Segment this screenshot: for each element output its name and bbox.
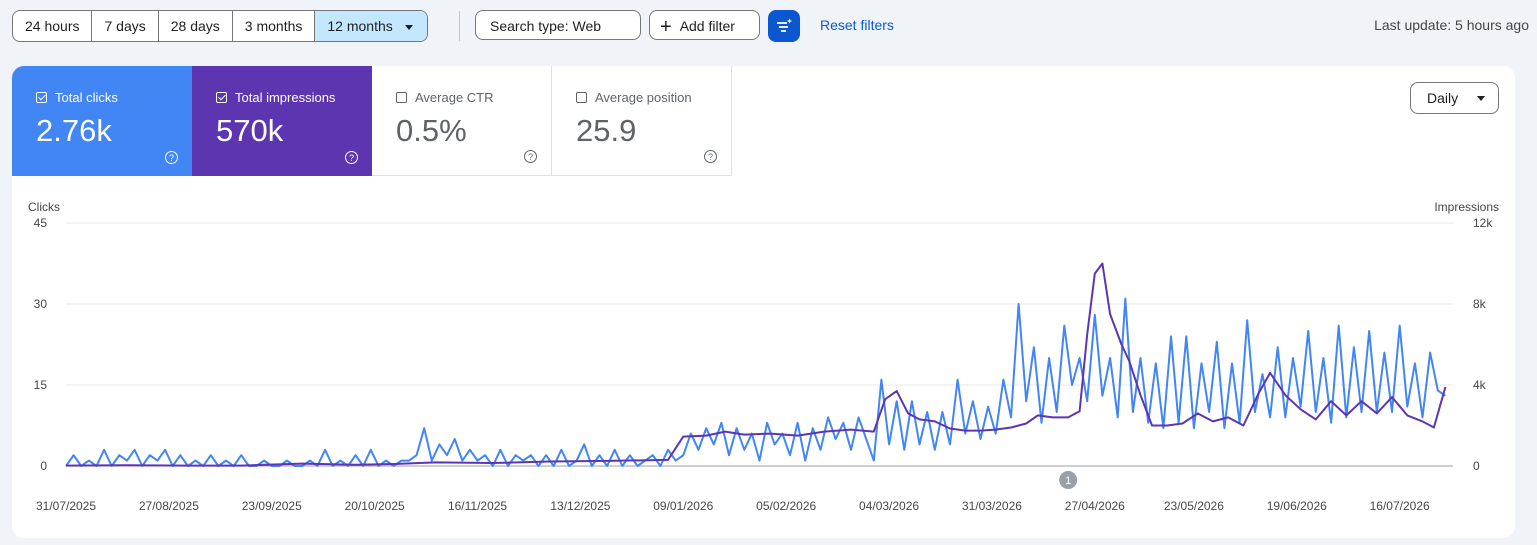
date-range-selector: 24 hours 7 days 28 days 3 months 12 mont… — [12, 10, 428, 42]
annotation-label: 1 — [1065, 475, 1071, 487]
y-tick-left: 30 — [34, 297, 48, 311]
performance-chart: 0 0 15 4k 30 8k 45 12k Clicks Impressions 31/07/20… — [28, 200, 1499, 513]
search-type-dropdown[interactable]: Search type: Web — [475, 10, 641, 40]
metric-label: Average CTR — [415, 90, 494, 105]
granularity-dropdown[interactable]: Daily — [1410, 82, 1499, 114]
checkbox-checked-icon — [216, 92, 227, 103]
range-12-months-label: 12 months — [327, 18, 393, 34]
y-axis-title-left: Clicks — [28, 200, 60, 214]
y-tick-left: 0 — [40, 459, 47, 473]
help-icon[interactable]: ? — [524, 150, 537, 163]
reset-filters-link[interactable]: Reset filters — [820, 17, 894, 33]
add-filter-button[interactable]: + Add filter — [649, 10, 760, 40]
range-28-days[interactable]: 28 days — [159, 11, 233, 41]
x-tick-label: 20/10/2025 — [345, 499, 405, 513]
metric-label: Total clicks — [55, 90, 118, 105]
y-tick-right: 8k — [1473, 297, 1487, 311]
plus-icon: + — [660, 16, 672, 38]
metric-label: Total impressions — [235, 90, 336, 105]
x-tick-label: 16/07/2026 — [1370, 499, 1430, 513]
series-line-clicks — [65, 297, 1446, 467]
metric-total-impressions[interactable]: Total impressions 570k ? — [192, 66, 372, 176]
metric-average-position[interactable]: Average position 25.9 ? — [552, 66, 732, 176]
x-tick-label: 13/12/2025 — [550, 499, 610, 513]
help-icon[interactable]: ? — [704, 150, 717, 163]
y-axis-title-right: Impressions — [1434, 200, 1499, 214]
annotation-marker — [1059, 471, 1078, 489]
x-tick-label: 31/03/2026 — [962, 499, 1022, 513]
y-tick-right: 0 — [1473, 459, 1480, 473]
range-7-days[interactable]: 7 days — [92, 11, 159, 41]
x-tick-label: 04/03/2026 — [859, 499, 919, 513]
y-tick-right: 12k — [1473, 216, 1493, 230]
checkbox-unchecked-icon — [396, 92, 407, 103]
x-tick-label: 05/02/2026 — [756, 499, 816, 513]
caret-down-icon — [1477, 96, 1485, 101]
help-icon[interactable]: ? — [345, 151, 358, 164]
checkbox-checked-icon — [36, 92, 47, 103]
x-tick-label: 09/01/2026 — [653, 499, 713, 513]
series-line-impressions — [65, 262, 1447, 467]
metric-average-ctr[interactable]: Average CTR 0.5% ? — [372, 66, 552, 176]
x-tick-label: 31/07/2025 — [36, 499, 96, 513]
granularity-label: Daily — [1427, 90, 1459, 106]
metric-label: Average position — [595, 90, 692, 105]
range-12-months[interactable]: 12 months — [315, 11, 427, 41]
x-tick-label: 23/09/2025 — [242, 499, 302, 513]
last-update-text: Last update: 5 hours ago — [1374, 17, 1529, 33]
filter-sparkle-icon — [777, 18, 793, 32]
x-tick-label: 16/11/2025 — [448, 499, 507, 513]
metric-value: 2.76k — [36, 113, 112, 148]
toolbar-divider — [459, 11, 460, 41]
caret-down-icon — [404, 24, 413, 30]
x-tick-label: 19/06/2026 — [1267, 499, 1327, 513]
performance-card: Total clicks 2.76k ? Total impressions 5… — [12, 66, 1515, 538]
metric-total-clicks[interactable]: Total clicks 2.76k ? — [12, 66, 192, 176]
y-tick-left: 15 — [34, 378, 48, 392]
x-tick-label: 23/05/2026 — [1164, 499, 1224, 513]
range-3-months[interactable]: 3 months — [233, 11, 316, 41]
metric-value: 570k — [216, 113, 284, 148]
search-type-label: Search type: Web — [490, 18, 602, 34]
help-icon[interactable]: ? — [165, 151, 178, 164]
range-24-hours[interactable]: 24 hours — [13, 11, 93, 41]
x-tick-label: 27/04/2026 — [1065, 499, 1125, 513]
y-tick-left: 45 — [34, 216, 48, 230]
y-tick-right: 4k — [1473, 378, 1487, 392]
top-toolbar: 24 hours 7 days 28 days 3 months 12 mont… — [12, 10, 1529, 42]
metric-value: 0.5% — [396, 113, 467, 148]
filter-settings-button[interactable] — [768, 10, 800, 42]
checkbox-unchecked-icon — [576, 92, 587, 103]
metric-value: 25.9 — [576, 113, 637, 148]
x-tick-label: 27/08/2025 — [139, 499, 199, 513]
add-filter-label: Add filter — [679, 18, 735, 34]
